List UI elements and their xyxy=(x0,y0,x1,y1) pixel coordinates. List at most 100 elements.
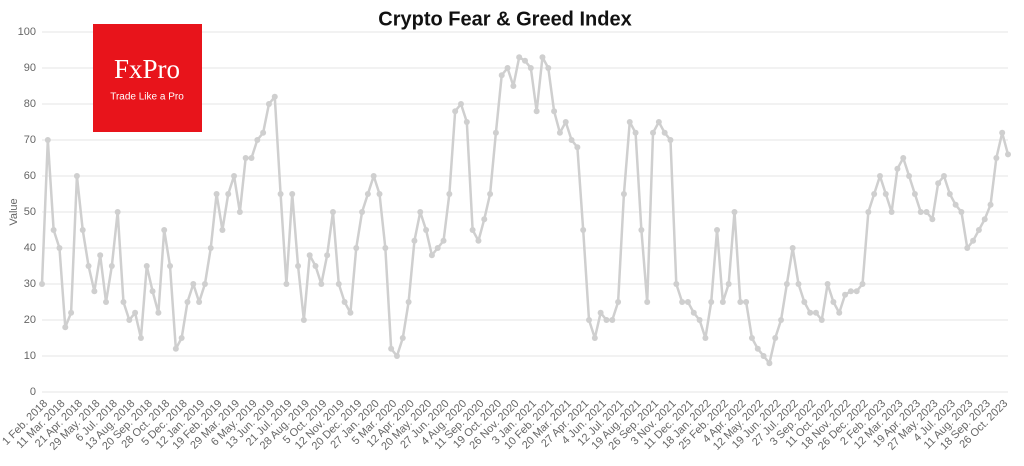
point xyxy=(533,108,540,115)
point xyxy=(702,335,709,341)
point xyxy=(137,335,144,341)
point xyxy=(644,299,651,305)
point xyxy=(225,191,232,197)
point xyxy=(522,57,528,64)
point xyxy=(376,191,383,197)
point xyxy=(283,281,290,287)
point xyxy=(935,180,942,187)
point xyxy=(423,227,430,233)
point xyxy=(393,353,400,359)
point xyxy=(97,252,104,259)
point xyxy=(964,245,971,251)
point xyxy=(743,299,750,305)
point xyxy=(446,191,453,197)
point xyxy=(167,263,174,269)
point xyxy=(504,65,511,71)
point xyxy=(609,317,616,323)
y-tick-label: 60 xyxy=(24,170,36,182)
point xyxy=(85,263,92,269)
point xyxy=(359,209,366,215)
point xyxy=(871,191,878,197)
point xyxy=(987,201,994,208)
point xyxy=(306,252,313,259)
point xyxy=(312,263,319,269)
point xyxy=(778,317,785,323)
point xyxy=(399,335,406,341)
point xyxy=(516,54,523,61)
point xyxy=(999,129,1006,136)
point xyxy=(452,108,459,115)
point xyxy=(714,227,721,233)
y-tick-label: 10 xyxy=(24,350,36,362)
point xyxy=(126,317,133,323)
point xyxy=(981,216,988,223)
point xyxy=(260,129,267,136)
point xyxy=(917,209,924,215)
point xyxy=(545,65,552,71)
point xyxy=(382,245,389,251)
point xyxy=(731,209,738,215)
point xyxy=(329,209,336,215)
point xyxy=(655,119,662,125)
point xyxy=(277,191,284,197)
point xyxy=(388,345,395,352)
point xyxy=(463,119,470,125)
point xyxy=(201,281,208,287)
y-axis-label: Value xyxy=(8,198,20,225)
point xyxy=(539,54,546,61)
point xyxy=(295,263,302,269)
point xyxy=(300,317,307,323)
point xyxy=(318,281,325,287)
point xyxy=(638,227,645,233)
point xyxy=(39,281,45,287)
y-tick-label: 50 xyxy=(24,206,36,218)
point xyxy=(940,173,947,179)
point xyxy=(149,288,156,295)
point xyxy=(719,299,726,305)
point xyxy=(667,137,674,143)
point xyxy=(417,209,424,215)
y-tick-label: 100 xyxy=(18,26,36,38)
point xyxy=(772,335,779,341)
point xyxy=(975,227,982,233)
point xyxy=(469,227,476,233)
point xyxy=(556,129,563,136)
point xyxy=(364,191,371,197)
point xyxy=(603,317,610,323)
point xyxy=(155,309,162,316)
point xyxy=(475,237,482,244)
point xyxy=(789,245,796,251)
point xyxy=(993,155,1000,161)
point xyxy=(335,281,342,287)
point xyxy=(568,137,575,143)
logo-box xyxy=(93,24,202,132)
point xyxy=(766,360,773,367)
point xyxy=(184,299,191,305)
point xyxy=(911,191,918,197)
point xyxy=(929,216,936,223)
point xyxy=(650,129,657,136)
point xyxy=(970,237,977,244)
y-tick-label: 0 xyxy=(30,386,36,398)
y-tick-label: 90 xyxy=(24,62,36,74)
grid xyxy=(42,31,1008,393)
point xyxy=(492,129,499,136)
point xyxy=(574,144,581,151)
point xyxy=(79,227,86,233)
point xyxy=(120,299,127,305)
point xyxy=(673,281,680,287)
y-tick-label: 80 xyxy=(24,98,36,110)
point xyxy=(56,245,63,251)
point xyxy=(324,252,331,259)
point xyxy=(754,345,761,352)
point xyxy=(213,191,220,197)
point xyxy=(231,173,238,179)
point xyxy=(50,227,57,233)
point xyxy=(830,299,837,305)
point xyxy=(824,281,831,287)
y-tick-label: 70 xyxy=(24,134,36,146)
point xyxy=(248,155,255,161)
point xyxy=(143,263,150,269)
point xyxy=(894,165,901,172)
